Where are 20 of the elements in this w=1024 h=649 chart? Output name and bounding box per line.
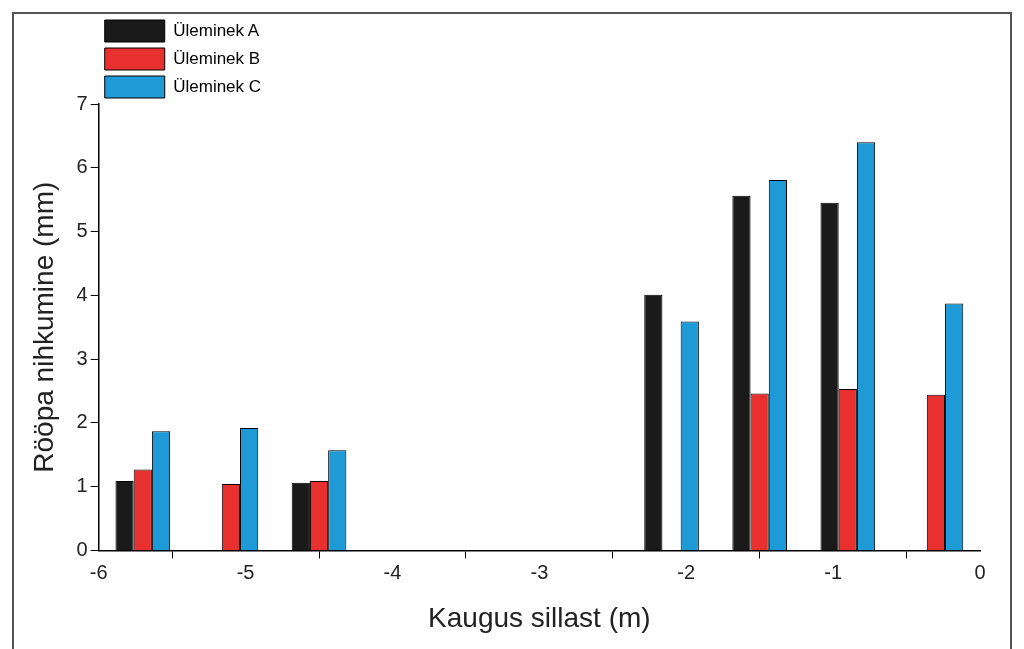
- x-tick-label: -3: [530, 560, 549, 583]
- y-tick-label: 0: [76, 537, 88, 560]
- x-tick-label: -5: [236, 560, 255, 583]
- x-axis-title: Kaugus sillast (m): [428, 601, 651, 633]
- y-tick-label: 1: [76, 474, 88, 497]
- legend-label: Üleminek C: [173, 76, 262, 96]
- y-tick-label: 3: [76, 346, 88, 369]
- x-tick-label: 0: [974, 560, 986, 583]
- y-tick-label: 6: [76, 155, 88, 178]
- x-tick-label: -4: [383, 560, 402, 583]
- y-tick-label: 4: [76, 282, 88, 305]
- x-tick-label: -2: [677, 560, 696, 583]
- x-tick-label: -6: [89, 560, 108, 583]
- y-tick-label: 5: [76, 219, 88, 242]
- legend-label: Üleminek B: [173, 48, 261, 68]
- x-tick-label: -1: [824, 560, 843, 583]
- y-tick-label: 7: [76, 91, 88, 114]
- y-tick-label: 2: [76, 410, 88, 433]
- y-axis-title: Rööpa nihkumine (mm): [27, 181, 59, 473]
- legend-label: Üleminek A: [173, 20, 260, 40]
